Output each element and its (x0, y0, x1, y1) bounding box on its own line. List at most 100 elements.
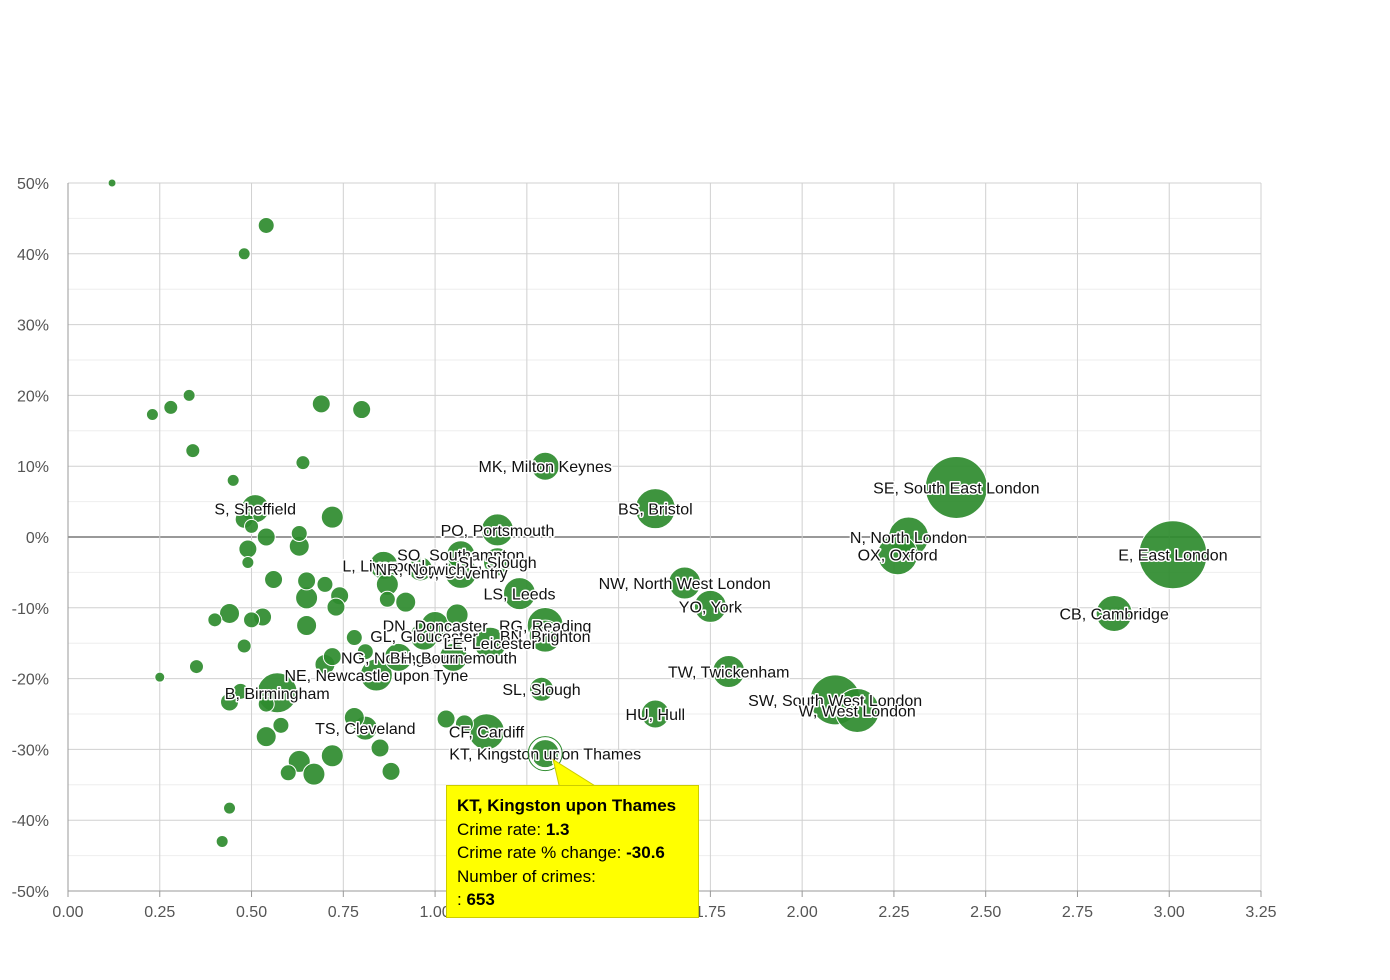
bubble-unlabeled (320, 505, 344, 529)
bubble-unlabeled (279, 764, 297, 782)
tooltip-crime-rate-label: Crime rate: (457, 819, 542, 839)
tooltip-crimes-value: 653 (466, 890, 495, 909)
x-tick-label: 3.25 (1245, 904, 1276, 921)
bubble (640, 699, 670, 729)
bubble-label: OX, Oxford (858, 548, 938, 565)
bubble-unlabeled (343, 707, 365, 729)
bubble (482, 547, 512, 577)
x-tick-label: 2.25 (878, 904, 909, 921)
bubble-label: BH, Bournemouth (390, 650, 517, 667)
bubble-label: SW, South West London (748, 693, 922, 710)
bubble-label: N, North London (850, 530, 967, 547)
bubble (834, 687, 880, 733)
bubble-unlabeled (296, 615, 318, 636)
bubble-unlabeled (241, 555, 255, 569)
bubble-unlabeled (264, 569, 284, 589)
y-tick-label: -10% (12, 601, 49, 618)
bubble-label: RG, Reading (499, 619, 592, 636)
bubble-label: W, West London (799, 703, 916, 720)
bubble-unlabeled (243, 611, 261, 629)
bubble-unlabeled (311, 394, 331, 414)
tooltip-crime-rate-row: Crime rate: 1.3 (457, 818, 688, 842)
bubble-unlabeled (326, 597, 346, 617)
bubble-label: BN, Brighton (500, 629, 591, 646)
bubble-unlabeled (356, 643, 374, 661)
x-tick-label: 1.75 (695, 904, 726, 921)
bubble-unlabeled (107, 178, 117, 188)
bubble (473, 626, 507, 660)
bubble-label: E, East London (1118, 548, 1227, 565)
bubble-label: MK, Milton Keynes (479, 459, 612, 476)
y-tick-label: 20% (17, 388, 49, 405)
bubble-label: NW, North West London (599, 576, 771, 593)
bubble (877, 534, 919, 576)
bubble (407, 556, 433, 582)
bubble-labels: MK, Milton Keynes SE, South East London BS… (213, 458, 1229, 765)
tooltip-change-value: -30.6 (626, 843, 665, 862)
bubble-label: TW, Twickenham (668, 665, 790, 682)
bubble-label: L, Liverpool (342, 558, 425, 575)
bubble (668, 566, 702, 600)
bubble-label: LE, Leicester (443, 636, 537, 653)
bubble-unlabeled (255, 726, 277, 748)
bubble-label: YO, York (679, 599, 743, 616)
bubble-unlabeled (185, 443, 201, 459)
bubble-unlabeled (272, 716, 290, 734)
bubble-unlabeled (226, 473, 240, 487)
bubble (480, 513, 514, 547)
y-tick-label: -50% (12, 884, 49, 901)
bubble-label: NE, Newcastle upon Tyne (284, 668, 468, 685)
tooltip-crimes-prefix: : (457, 890, 462, 909)
bubble-unlabeled (154, 671, 166, 683)
bubble-unlabeled (163, 399, 179, 415)
bubble (712, 655, 746, 689)
bubble (409, 621, 439, 651)
axes: -50% -40% -30% -20% -10% 0% 10% 20% 30% 40% 50% 0.0… (12, 176, 1277, 921)
bubble-unlabeled (145, 408, 159, 422)
bubble-label: SL, Slough (502, 682, 580, 699)
bubble (503, 577, 537, 611)
bubble-label: S, Sheffield (214, 502, 296, 519)
bubble-unlabeled (257, 216, 275, 234)
bubble-unlabeled (207, 612, 223, 628)
x-tick-label: 1.00 (420, 904, 451, 921)
y-tick-label: 50% (17, 176, 49, 193)
x-tick-label: 3.00 (1154, 904, 1185, 921)
bubble-unlabeled (223, 801, 237, 815)
bubble-unlabeled (302, 762, 326, 786)
bubble-unlabeled (232, 682, 250, 700)
bubble (529, 676, 555, 702)
y-tick-label: 30% (17, 318, 49, 335)
bubble-unlabeled (219, 602, 241, 624)
bubble-unlabeled (238, 539, 258, 559)
bubble-unlabeled (436, 709, 456, 729)
bubbles (107, 178, 1208, 848)
bubble (528, 619, 562, 653)
bubble-label: LS, Leeds (483, 587, 555, 604)
bubble-unlabeled (244, 518, 260, 534)
bubble-label: SO, Southampton (397, 548, 524, 565)
highlight-outer-ring (527, 736, 563, 772)
bubble-label: HU, Hull (626, 707, 686, 724)
x-tick-label: 2.50 (970, 904, 1001, 921)
y-tick-label: -40% (12, 813, 49, 830)
x-tick-label: 2.00 (787, 904, 818, 921)
bubble-label: SE, South East London (873, 480, 1039, 497)
y-tick-label: -30% (12, 742, 49, 759)
x-tick-label: 0.00 (52, 904, 83, 921)
bubble-unlabeled (188, 659, 204, 675)
bubble (924, 455, 988, 519)
bubble-label: SL, Slough (458, 555, 536, 572)
bubble-unlabeled (454, 714, 474, 734)
bubble (1095, 594, 1133, 632)
bubble (530, 451, 560, 481)
bubble-label: DN, Doncaster (383, 619, 489, 636)
bubble-unlabeled (295, 455, 311, 471)
bubble-unlabeled (297, 571, 317, 591)
x-tick-label: 0.50 (236, 904, 267, 921)
y-tick-label: 40% (17, 247, 49, 264)
x-tick-label: 2.75 (1062, 904, 1093, 921)
bubble-unlabeled (352, 400, 372, 420)
